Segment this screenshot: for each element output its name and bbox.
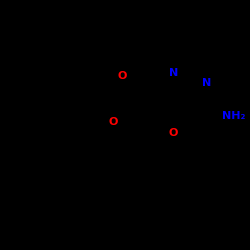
Text: NH₂: NH₂ bbox=[222, 111, 245, 121]
Text: O: O bbox=[117, 71, 126, 81]
Text: N: N bbox=[169, 68, 178, 78]
Text: N: N bbox=[202, 78, 211, 88]
Text: O: O bbox=[169, 128, 178, 138]
Text: O: O bbox=[108, 117, 118, 127]
